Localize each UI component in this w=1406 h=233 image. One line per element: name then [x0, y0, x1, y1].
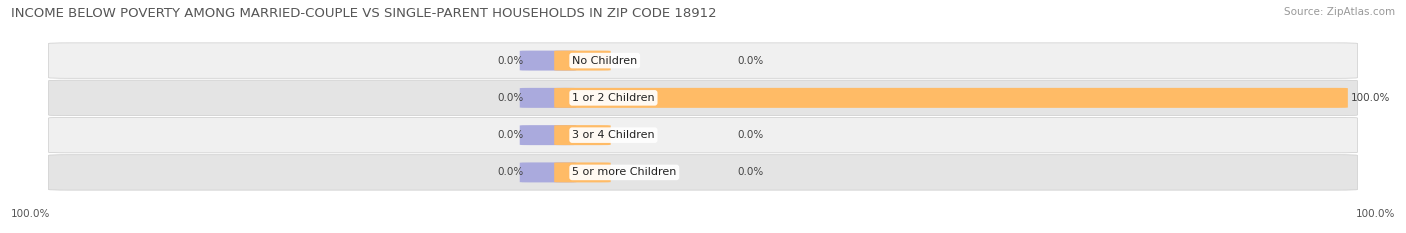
Text: No Children: No Children — [572, 56, 637, 65]
Text: 100.0%: 100.0% — [1351, 93, 1391, 103]
Text: 0.0%: 0.0% — [738, 130, 763, 140]
FancyBboxPatch shape — [48, 155, 1358, 190]
FancyBboxPatch shape — [554, 51, 610, 71]
FancyBboxPatch shape — [554, 88, 1348, 108]
Text: INCOME BELOW POVERTY AMONG MARRIED-COUPLE VS SINGLE-PARENT HOUSEHOLDS IN ZIP COD: INCOME BELOW POVERTY AMONG MARRIED-COUPL… — [11, 7, 717, 20]
Text: 5 or more Children: 5 or more Children — [572, 168, 676, 177]
FancyBboxPatch shape — [48, 43, 1358, 78]
Text: 3 or 4 Children: 3 or 4 Children — [572, 130, 655, 140]
Text: 1 or 2 Children: 1 or 2 Children — [572, 93, 655, 103]
Text: 0.0%: 0.0% — [498, 130, 524, 140]
FancyBboxPatch shape — [554, 162, 610, 182]
FancyBboxPatch shape — [520, 125, 576, 145]
FancyBboxPatch shape — [554, 125, 610, 145]
FancyBboxPatch shape — [48, 117, 1358, 153]
FancyBboxPatch shape — [520, 162, 576, 182]
FancyBboxPatch shape — [520, 88, 576, 108]
Text: 100.0%: 100.0% — [11, 209, 51, 219]
Text: 0.0%: 0.0% — [498, 56, 524, 65]
Text: 0.0%: 0.0% — [498, 168, 524, 177]
FancyBboxPatch shape — [520, 51, 576, 71]
Text: 0.0%: 0.0% — [498, 93, 524, 103]
Text: 0.0%: 0.0% — [738, 168, 763, 177]
FancyBboxPatch shape — [48, 80, 1358, 116]
Text: 100.0%: 100.0% — [1355, 209, 1395, 219]
Text: Source: ZipAtlas.com: Source: ZipAtlas.com — [1284, 7, 1395, 17]
Text: 0.0%: 0.0% — [738, 56, 763, 65]
